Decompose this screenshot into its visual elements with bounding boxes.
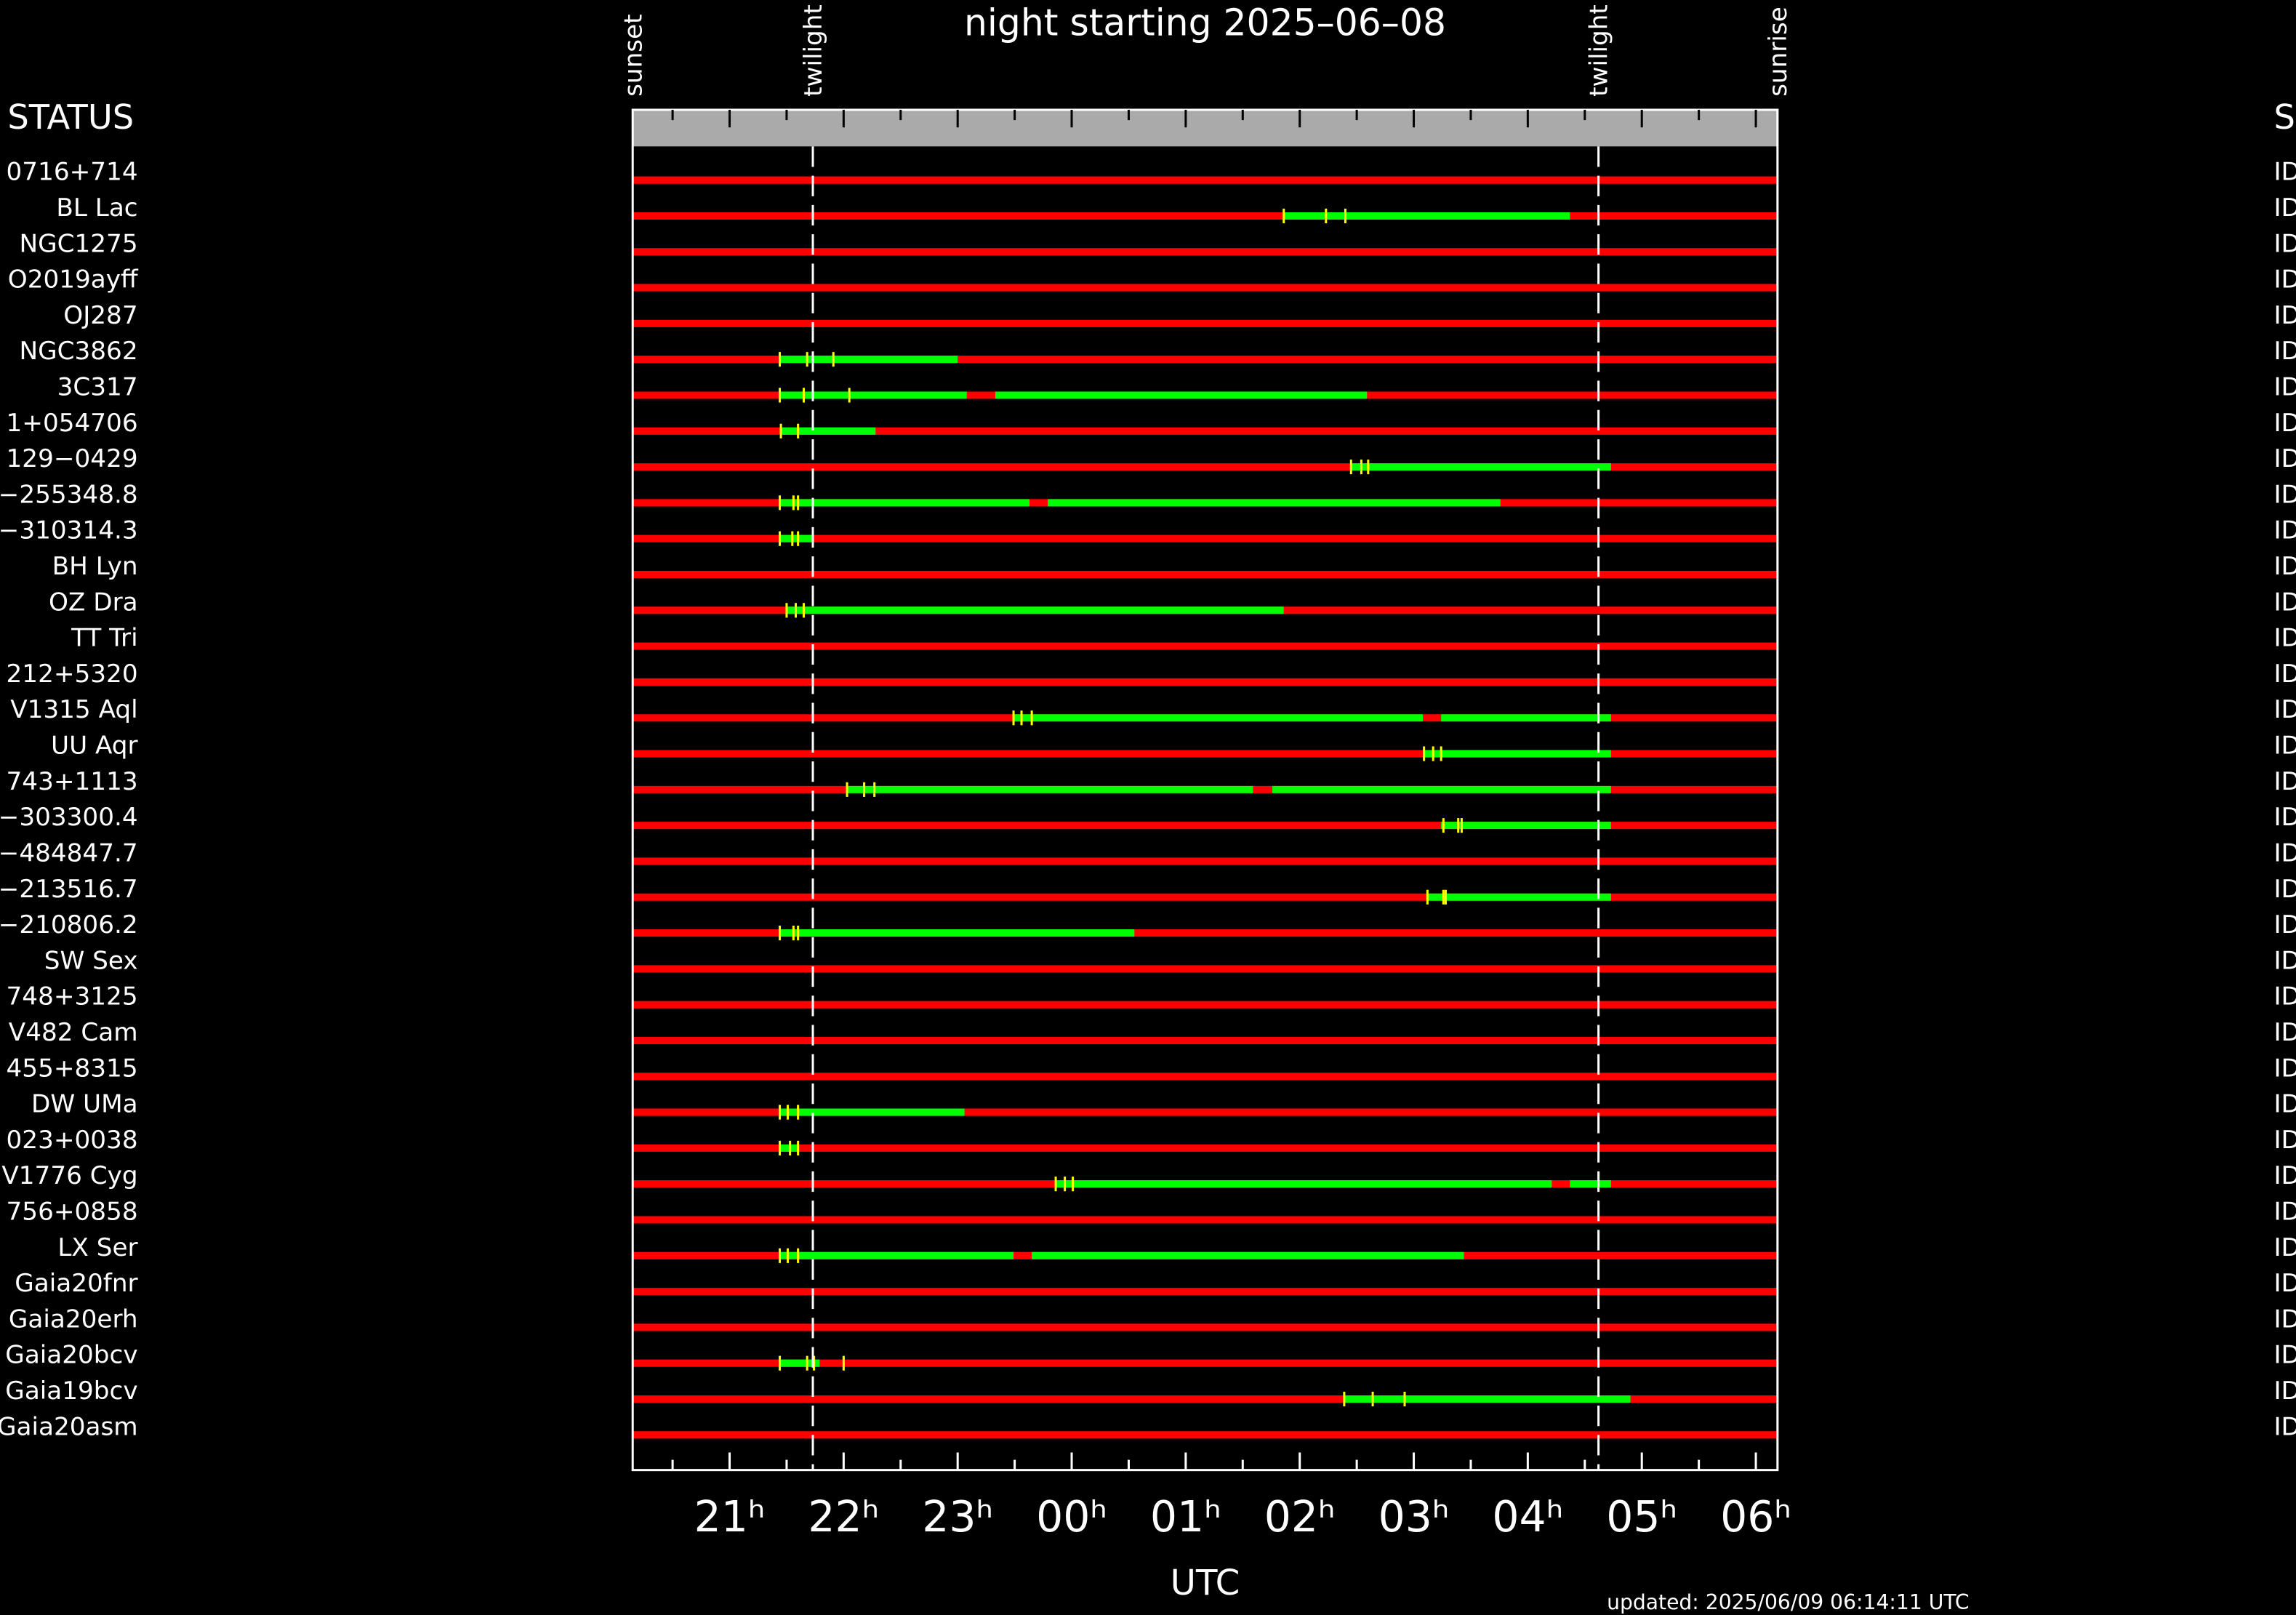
target-name: OJ287 <box>63 301 137 330</box>
target-status: ID <box>2273 1126 2296 1155</box>
target-name: 743+1113 <box>7 767 138 796</box>
target-status: ID <box>2273 265 2296 294</box>
target-name: 3C317 <box>57 372 138 401</box>
target-name: NGC1275 <box>20 229 138 258</box>
target-status: ID <box>2273 695 2296 724</box>
target-name: BL Lac <box>56 193 137 223</box>
x-tick-label: 22ʰ <box>808 1492 879 1542</box>
target-status: ID <box>2273 1018 2296 1047</box>
x-axis-label: UTC <box>1171 1563 1240 1603</box>
target-status: ID <box>2273 1269 2296 1298</box>
target-name: LX Ser <box>57 1233 138 1262</box>
target-name: UU Aqr <box>51 732 138 761</box>
target-name: OZ Dra <box>49 588 138 617</box>
target-name: Gaia20fnr <box>15 1269 138 1298</box>
target-status: ID <box>2273 875 2296 904</box>
target-name: 748+3125 <box>7 982 138 1011</box>
target-name: O2019ayff <box>8 265 139 294</box>
target-status: ID <box>2273 229 2296 258</box>
status-header: STATUS <box>7 97 134 137</box>
event-label: sunset <box>619 14 648 97</box>
target-name: Gaia20erh <box>9 1305 138 1334</box>
x-tick-label: 03ʰ <box>1378 1492 1450 1542</box>
target-status: ID <box>2273 516 2296 545</box>
target-name: −210806.2 <box>0 910 138 939</box>
target-name: 455+8315 <box>7 1054 138 1083</box>
target-status: ID <box>2273 1233 2296 1262</box>
x-tick-label: 23ʰ <box>922 1492 993 1542</box>
status-header: S <box>2273 97 2295 137</box>
target-name: NGC3862 <box>20 337 138 366</box>
target-name: −213516.7 <box>0 875 138 904</box>
target-status: ID <box>2273 158 2296 187</box>
target-name: −310314.3 <box>0 516 138 545</box>
target-name: 129−0429 <box>7 444 138 473</box>
x-tick-label: 00ʰ <box>1036 1492 1107 1542</box>
event-label: sunrise <box>1764 7 1793 97</box>
target-name: DW UMa <box>31 1090 138 1119</box>
target-status: ID <box>2273 946 2296 975</box>
event-label: twilight <box>1585 4 1614 97</box>
target-status: ID <box>2273 1376 2296 1406</box>
target-status: ID <box>2273 1090 2296 1119</box>
target-status: ID <box>2273 732 2296 761</box>
target-status: ID <box>2273 372 2296 401</box>
target-name: 756+0858 <box>7 1198 138 1227</box>
x-tick-label: 21ʰ <box>694 1492 766 1542</box>
target-status: ID <box>2273 624 2296 653</box>
target-status: ID <box>2273 803 2296 832</box>
footer: updated: 2025/06/09 06:14:11 UTC <box>1607 1590 1970 1614</box>
plot-frame <box>631 108 1779 1472</box>
target-status: ID <box>2273 982 2296 1011</box>
chart-title: night starting 2025–06–08 <box>964 1 1446 44</box>
target-status: ID <box>2273 910 2296 939</box>
target-status: ID <box>2273 1198 2296 1227</box>
x-tick-label: 06ʰ <box>1720 1492 1791 1542</box>
target-status: ID <box>2273 1054 2296 1083</box>
header-band <box>633 110 1778 147</box>
target-status: ID <box>2273 193 2296 223</box>
target-name: V1315 Aql <box>10 695 137 724</box>
target-status: ID <box>2273 838 2296 867</box>
x-tick-label: 02ʰ <box>1264 1492 1336 1542</box>
target-name: 023+0038 <box>7 1126 138 1155</box>
target-name: BH Lyn <box>52 552 138 581</box>
target-name: 212+5320 <box>7 660 138 689</box>
target-name: 1+054706 <box>7 409 138 438</box>
x-tick-label: 04ʰ <box>1492 1492 1563 1542</box>
target-status: ID <box>2273 480 2296 509</box>
target-status: ID <box>2273 444 2296 473</box>
target-name: Gaia20asm <box>0 1412 138 1441</box>
x-tick-label: 05ʰ <box>1606 1492 1677 1542</box>
target-name: TT Tri <box>71 624 138 653</box>
event-label: twilight <box>799 4 828 97</box>
target-status: ID <box>2273 767 2296 796</box>
target-status: ID <box>2273 409 2296 438</box>
target-name: Gaia19bcv <box>5 1376 137 1406</box>
target-name: −255348.8 <box>0 480 138 509</box>
target-status: ID <box>2273 660 2296 689</box>
target-name: −484847.7 <box>0 838 138 867</box>
target-name: V482 Cam <box>9 1018 138 1047</box>
target-status: ID <box>2273 1341 2296 1370</box>
target-name: 0716+714 <box>7 158 138 187</box>
target-status: ID <box>2273 552 2296 581</box>
target-status: ID <box>2273 1305 2296 1334</box>
x-tick-label: 01ʰ <box>1150 1492 1221 1542</box>
target-name: −303300.4 <box>0 803 138 832</box>
target-status: ID <box>2273 1161 2296 1190</box>
target-name: Gaia20bcv <box>5 1341 137 1370</box>
target-name: V1776 Cyg <box>1 1161 137 1190</box>
target-status: ID <box>2273 1412 2296 1441</box>
target-status: ID <box>2273 301 2296 330</box>
target-name: SW Sex <box>44 946 138 975</box>
target-status: ID <box>2273 337 2296 366</box>
target-status: ID <box>2273 588 2296 617</box>
